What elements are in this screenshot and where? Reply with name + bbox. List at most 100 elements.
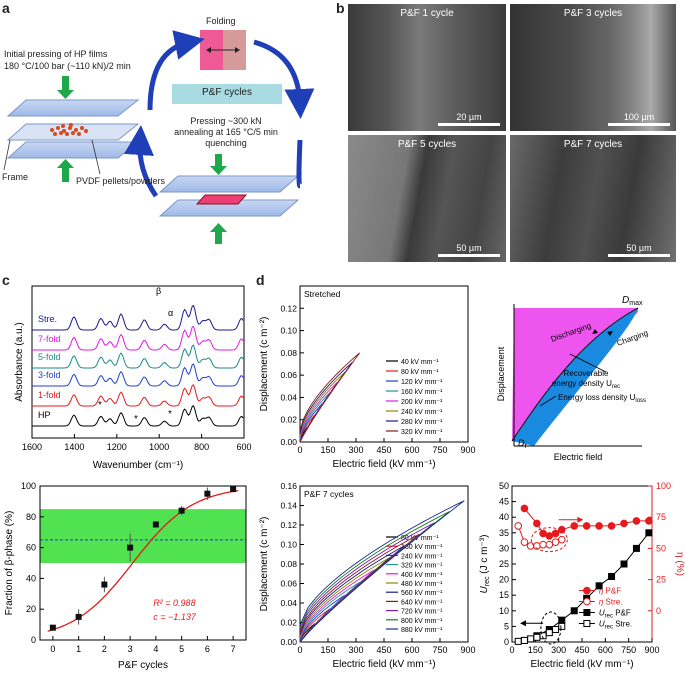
initial-pressing-line2: 180 °C/100 bar (~110 kN)/2 min bbox=[4, 61, 131, 71]
loop-legend-label: 880 kV mm⁻¹ bbox=[401, 627, 443, 634]
pf-cycles-box bbox=[172, 84, 282, 104]
energy-arrow-right-head bbox=[577, 516, 584, 523]
energy-highlight-red bbox=[530, 527, 568, 553]
energy-ytick-right-label: 75 bbox=[656, 512, 666, 522]
beta-ytick-label: 40 bbox=[26, 573, 36, 583]
beta-xtick-label: 4 bbox=[153, 644, 158, 654]
ftir-series-line bbox=[32, 405, 244, 427]
energy-point bbox=[545, 532, 554, 540]
loop-legend-label: 80 kV mm⁻¹ bbox=[401, 535, 439, 542]
loop-plot-frame bbox=[299, 285, 469, 443]
loop-legend-label: 320 kV mm⁻¹ bbox=[401, 563, 443, 570]
energy-legend-marker bbox=[583, 620, 591, 628]
ftir-series-label: 3-fold bbox=[38, 370, 61, 380]
loop-xtick-label: 750 bbox=[432, 645, 447, 655]
ftir-star-2: * bbox=[134, 414, 138, 425]
loop-ytick-label: 0.00 bbox=[280, 637, 297, 647]
loop-xtick-label: 300 bbox=[348, 445, 363, 455]
energy-point bbox=[520, 504, 529, 513]
energy-legend-label: Urec Stre. bbox=[599, 620, 632, 631]
loop-xtick-label: 150 bbox=[320, 645, 335, 655]
loop-xtick-label: 450 bbox=[376, 645, 391, 655]
cycle-arrow-top-right bbox=[253, 39, 315, 119]
energy-ytick-left-label: 0 bbox=[504, 637, 509, 647]
loop-legend-label: 160 kV mm⁻¹ bbox=[401, 544, 443, 551]
beta-ytick-label: 80 bbox=[26, 512, 36, 522]
energy-xtick-label: 750 bbox=[621, 645, 636, 655]
loop-curve bbox=[299, 352, 361, 443]
sem-image-3: P&F 5 cycles 50 µm bbox=[348, 135, 506, 262]
loop-xtick-label: 150 bbox=[320, 445, 335, 455]
energy-point bbox=[533, 519, 541, 528]
ftir-series-label: HP bbox=[38, 410, 51, 420]
loop-legend-label: 80 kV mm⁻¹ bbox=[401, 369, 439, 376]
schematic-recoverable: Recoverable bbox=[564, 369, 609, 378]
energy-point bbox=[539, 540, 547, 549]
press-arrow-bottom bbox=[57, 159, 74, 182]
ftir-xtick-label: 600 bbox=[236, 442, 251, 452]
energy-ytick-left-label: 25 bbox=[499, 559, 509, 569]
sem-image-4: P&F 7 cycles 50 µm bbox=[510, 135, 676, 262]
ftir-xtick-label: 1400 bbox=[64, 442, 84, 452]
beta-point bbox=[204, 490, 211, 497]
loop-xtick-label: 600 bbox=[404, 445, 419, 455]
sem-image-3-label: P&F 5 cycles bbox=[397, 139, 457, 150]
energy-point bbox=[608, 572, 616, 580]
sem-image-3-scale: 50 µm bbox=[438, 243, 500, 257]
energy-point bbox=[533, 633, 541, 641]
energy-point bbox=[557, 535, 566, 544]
energy-point bbox=[595, 582, 603, 590]
energy-point bbox=[545, 540, 554, 549]
pvdf-label: PVDF pellets/powders bbox=[76, 176, 166, 186]
energy-point bbox=[570, 607, 578, 615]
cycle-arrow-bottom-left bbox=[124, 125, 159, 198]
loop-ytick-label: 0.06 bbox=[280, 579, 297, 589]
loop-ylabel: Displacement (c m⁻²) bbox=[259, 517, 270, 612]
energy-point bbox=[632, 517, 641, 525]
energy-ytick-right-label: 25 bbox=[656, 575, 666, 585]
beta-plot-frame bbox=[39, 485, 247, 641]
loop-legend-label: 280 kV mm⁻¹ bbox=[401, 419, 443, 426]
schematic-recoverable-2: energy density Urec bbox=[552, 379, 620, 390]
cycle-arrow-top-left bbox=[147, 30, 205, 111]
ftir-series-line bbox=[32, 325, 244, 351]
loop-xtick-label: 300 bbox=[348, 645, 363, 655]
loop-xtick-label: 0 bbox=[297, 645, 302, 655]
press-arrow-top bbox=[57, 76, 74, 99]
energy-point bbox=[607, 522, 616, 530]
pf7-de-loops-chart: 0 150 300 450 600 750 900 0.00 0.02 0.04 0.06 0.08 0… bbox=[259, 481, 476, 670]
initial-pressing-line1: Initial pressing of HP films bbox=[4, 49, 108, 59]
beta-point bbox=[101, 581, 108, 588]
energy-ytick-left-label: 5 bbox=[504, 621, 509, 631]
energy-point bbox=[582, 522, 591, 530]
loop-xlabel: Electric field (kV mm⁻¹) bbox=[332, 459, 435, 470]
energy-point bbox=[545, 629, 553, 637]
energy-xtick-label: 150 bbox=[528, 645, 543, 655]
beta-xlabel: P&F cycles bbox=[118, 660, 168, 671]
energy-xtick-label: 450 bbox=[574, 645, 589, 655]
energy-point bbox=[632, 544, 640, 552]
ftir-series-line bbox=[32, 363, 244, 387]
panel-a-schematic bbox=[3, 30, 315, 244]
energy-ytick-right-label: 0 bbox=[656, 606, 661, 616]
loop-ytick-label: 0.10 bbox=[280, 540, 297, 550]
beta-xtick-label: 7 bbox=[231, 644, 236, 654]
ftir-xtick-label: 1200 bbox=[107, 442, 127, 452]
pressing-line1: Pressing ~300 kN bbox=[190, 116, 262, 126]
loop-curve bbox=[299, 500, 465, 643]
schematic-xlabel: Electric field bbox=[554, 452, 603, 462]
pf-cycles-label: P&F cycles bbox=[201, 87, 252, 98]
energy-xtick-label: 900 bbox=[644, 645, 659, 655]
sem-image-4-label: P&F 7 cycles bbox=[563, 139, 623, 150]
panel-label-b: b bbox=[336, 0, 345, 16]
beta-c: c = −1.137 bbox=[153, 612, 197, 622]
energy-point bbox=[645, 529, 653, 537]
energy-legend-marker bbox=[583, 597, 591, 606]
energy-legend-label: Urec P&F bbox=[599, 609, 631, 620]
energy-point bbox=[551, 529, 560, 538]
loop-ytick-label: 0.16 bbox=[280, 481, 297, 491]
pressing-line2: annealing at 165 °C/5 min bbox=[174, 127, 278, 137]
beta-point bbox=[127, 544, 134, 551]
loop-ylabel: Displacement (c m⁻²) bbox=[259, 317, 270, 412]
film-sheet bbox=[195, 194, 248, 205]
